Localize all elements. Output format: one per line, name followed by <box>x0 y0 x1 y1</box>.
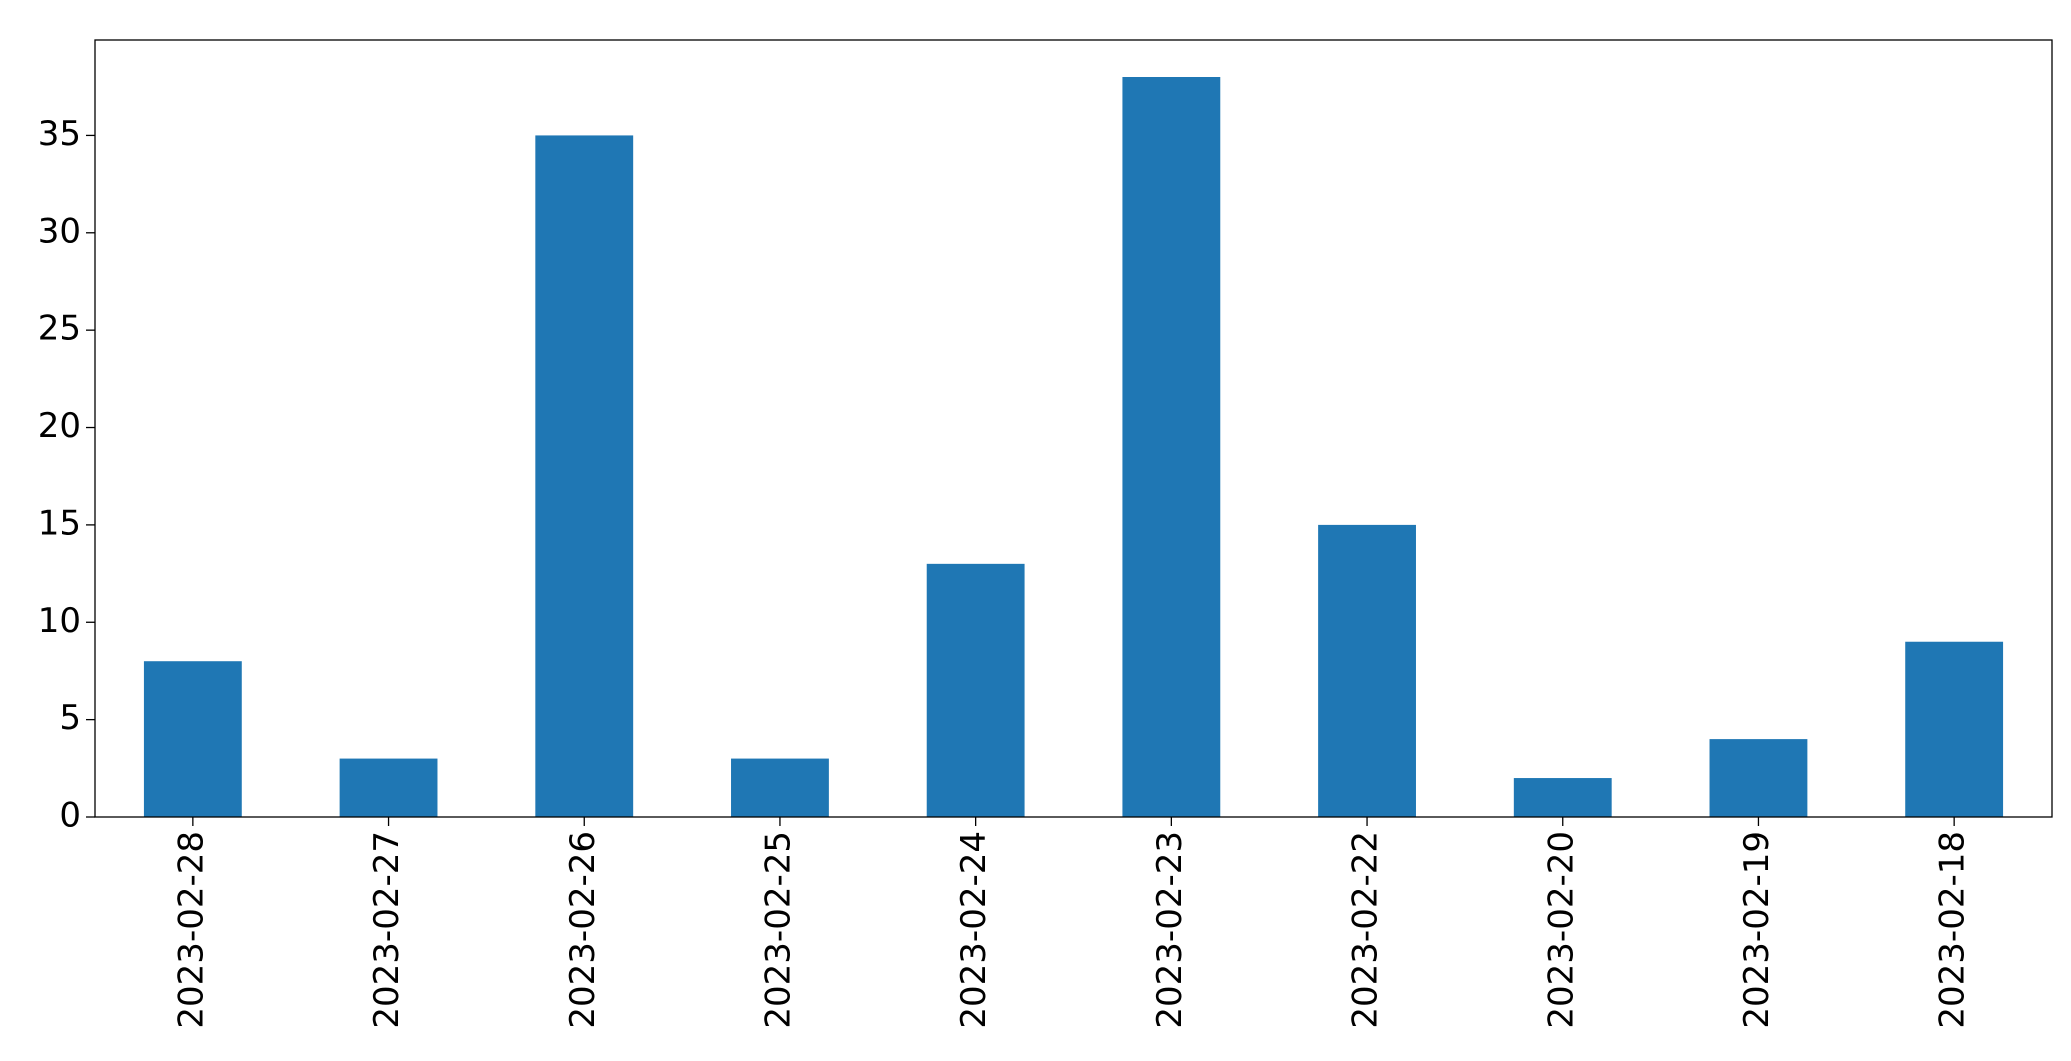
bar <box>1709 739 1808 817</box>
bar <box>1905 641 2004 817</box>
x-tick-label: 2023-02-23 <box>1150 831 1190 1029</box>
x-tick-label: 2023-02-25 <box>758 831 798 1029</box>
x-tick-label: 2023-02-20 <box>1541 831 1581 1029</box>
y-tick-label: 10 <box>38 601 81 641</box>
x-tick-label: 2023-02-24 <box>954 831 994 1029</box>
bar <box>1513 778 1612 817</box>
bar <box>1122 77 1221 817</box>
bar <box>339 758 438 817</box>
y-tick-label: 30 <box>38 211 81 251</box>
plot-frame <box>94 39 2053 818</box>
y-tick-label: 5 <box>59 698 81 738</box>
x-tick-label: 2023-02-22 <box>1346 831 1386 1029</box>
y-tick-label: 35 <box>38 114 81 154</box>
bar <box>535 135 634 818</box>
x-tick-label: 2023-02-19 <box>1737 831 1777 1029</box>
y-tick-label: 25 <box>38 309 81 349</box>
y-tick-label: 0 <box>59 796 81 836</box>
bar <box>143 661 242 817</box>
x-tick-label: 2023-02-27 <box>367 831 407 1029</box>
x-tick-label: 2023-02-26 <box>563 831 603 1029</box>
y-tick-label: 20 <box>38 406 81 446</box>
x-tick-label: 2023-02-28 <box>171 831 211 1029</box>
bar <box>731 758 829 817</box>
bar <box>1318 524 1416 817</box>
bar <box>926 563 1025 817</box>
y-tick-label: 15 <box>38 503 81 543</box>
x-tick-label: 2023-02-18 <box>1933 831 1973 1029</box>
